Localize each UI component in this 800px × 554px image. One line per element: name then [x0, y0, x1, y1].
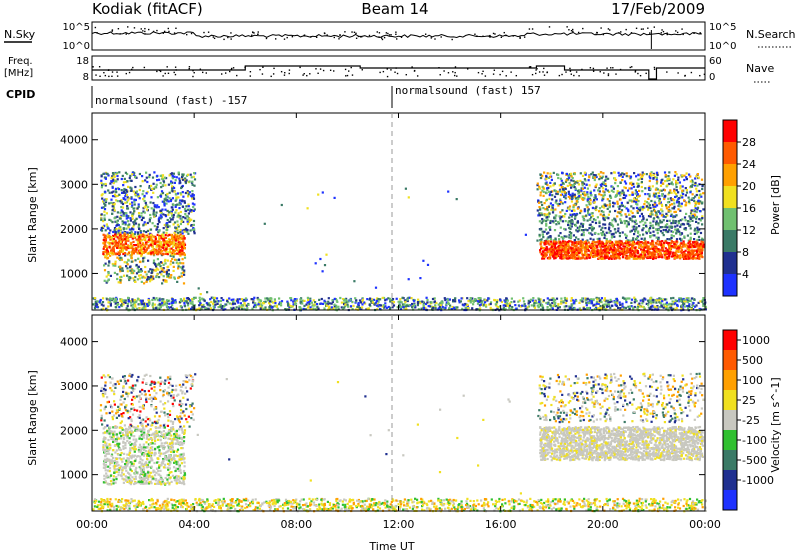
colorbar-swatch [723, 370, 737, 391]
colorbar-tick-label: 100 [742, 374, 763, 387]
x-tick-label: 00:00 [76, 518, 108, 531]
power-scatter [92, 171, 708, 312]
cpid-right-text: normalsound (fast) 157 [395, 84, 541, 97]
x-tick-label: 20:00 [587, 518, 619, 531]
nsearch-label: N.Search [746, 28, 796, 41]
nsky-label: N.Sky [4, 28, 36, 41]
velocity-yticks: 1000 2000 3000 4000 [60, 336, 705, 482]
colorbar-swatch [723, 164, 737, 187]
nsearch-tick-bottom: 10^0 [709, 41, 736, 52]
colorbar-tick-label: -1000 [742, 474, 774, 487]
nsky-tick-bottom: 10^0 [63, 41, 90, 52]
power-colorbar: 28 24 20 16 12 8 4 [722, 119, 756, 297]
colorbar-swatch [723, 350, 737, 371]
colorbar-tick-label: 28 [742, 136, 756, 149]
nsearch-tick-top: 10^5 [709, 22, 736, 33]
y-tick-label: 1000 [60, 267, 88, 280]
x-tick-label: 16:00 [485, 518, 517, 531]
x-tick-label: 12:00 [383, 518, 415, 531]
y-tick-label: 3000 [60, 380, 88, 393]
y-tick-label: 2000 [60, 424, 88, 437]
velocity-colorbar-label: Velocity [m s^-1] [769, 377, 782, 472]
colorbar-swatch [723, 470, 737, 491]
nave-tick-top: 60 [709, 56, 722, 67]
colorbar-swatch [723, 490, 737, 511]
power-ylabel: Slant Range [km] [26, 167, 39, 263]
colorbar-tick-label: 500 [742, 354, 763, 367]
colorbar-tick-label: 12 [742, 224, 756, 237]
colorbar-swatch [723, 330, 737, 351]
x-axis-ticks: 00:00 04:00 08:00 12:00 16:00 20:00 00:00 [76, 113, 721, 531]
y-tick-label: 1000 [60, 469, 88, 482]
colorbar-swatch [723, 430, 737, 451]
colorbar-tick-label: -100 [742, 434, 767, 447]
colorbar-swatch [723, 186, 737, 209]
x-tick-label: 00:00 [689, 518, 721, 531]
colorbar-swatch [723, 230, 737, 253]
colorbar-tick-label: -500 [742, 454, 767, 467]
colorbar-swatch [723, 450, 737, 471]
colorbar-tick-label: -25 [742, 414, 760, 427]
velocity-scatter [92, 372, 707, 513]
colorbar-tick-label: 8 [742, 246, 749, 259]
colorbar-swatch [723, 274, 737, 297]
y-tick-label: 3000 [60, 178, 88, 191]
nsky-trace [91, 26, 702, 49]
x-tick-label: 04:00 [178, 518, 210, 531]
nave-tick-bottom: 0 [709, 72, 715, 83]
freq-trace [92, 65, 706, 80]
velocity-ylabel: Slant Range [km] [26, 370, 39, 466]
y-tick-label: 4000 [60, 336, 88, 349]
colorbar-tick-label: 25 [742, 394, 756, 407]
freq-tick-top: 18 [76, 56, 89, 67]
y-tick-label: 4000 [60, 134, 88, 147]
x-tick-label: 08:00 [280, 518, 312, 531]
power-panel-frame [91, 112, 706, 311]
cpid-left-text: normalsound (fast) -157 [95, 94, 247, 107]
colorbar-tick-label: 16 [742, 202, 756, 215]
freq-label-1: Freq. [8, 56, 33, 67]
colorbar-swatch [723, 120, 737, 143]
colorbar-swatch [723, 208, 737, 231]
beam-title: Beam 14 [361, 0, 428, 18]
colorbar-tick-label: 4 [742, 268, 749, 281]
colorbar-tick-label: 24 [742, 158, 756, 171]
y-tick-label: 2000 [60, 223, 88, 236]
colorbar-tick-label: 1000 [742, 334, 770, 347]
date-title: 17/Feb/2009 [611, 0, 705, 18]
power-yticks: 1000 2000 3000 4000 [60, 134, 705, 280]
colorbar-swatch [723, 410, 737, 431]
x-axis-label: Time UT [368, 540, 414, 553]
freq-tick-bottom: 8 [83, 72, 89, 83]
colorbar-tick-label: 20 [742, 180, 756, 193]
nave-label: Nave [746, 62, 774, 75]
colorbar-swatch [723, 390, 737, 411]
colorbar-swatch [723, 142, 737, 165]
power-colorbar-label: Power [dB] [769, 175, 782, 235]
velocity-colorbar: 1000 500 100 25 -25 -100 -500 -1000 [722, 329, 774, 511]
nsky-tick-top: 10^5 [63, 22, 90, 33]
freq-label-2: [MHz] [4, 68, 33, 79]
nsky-panel-frame [91, 21, 706, 51]
cpid-label: CPID [6, 88, 35, 101]
colorbar-swatch [723, 252, 737, 275]
station-title: Kodiak (fitACF) [92, 0, 203, 18]
